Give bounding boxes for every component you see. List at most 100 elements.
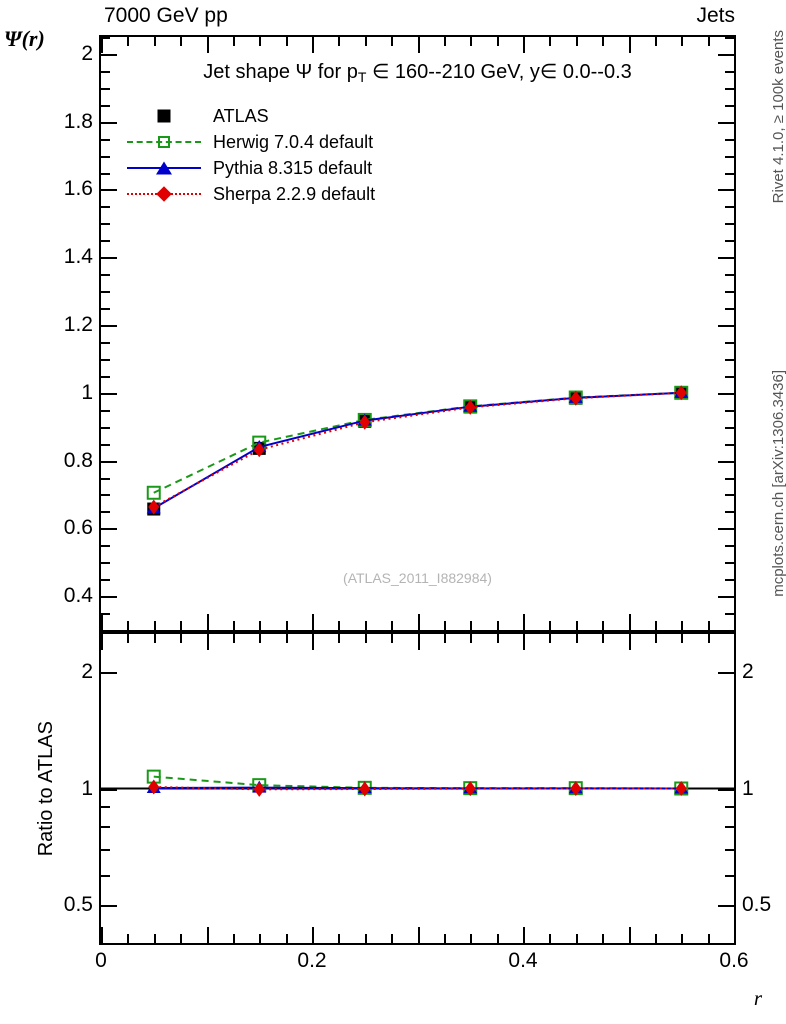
axis-tick	[101, 375, 110, 378]
axis-tick	[364, 37, 367, 46]
rivet-version-label: Rivet 4.1.0, ≥ 100k events	[770, 30, 786, 204]
axis-tick	[101, 291, 110, 294]
axis-tick	[443, 621, 446, 630]
axis-tick	[101, 788, 117, 791]
axis-tick	[364, 934, 367, 943]
axis-tick	[232, 37, 235, 46]
axis-tick	[681, 37, 684, 46]
axis-tick	[602, 634, 605, 643]
axis-tick	[180, 621, 183, 630]
axis-tick	[725, 443, 734, 446]
axis-tick	[549, 621, 552, 630]
axis-tick	[259, 934, 262, 943]
x-tick-label: 0.4	[508, 949, 538, 972]
y-tick-label: 1.2	[63, 313, 93, 337]
axis-tick	[101, 155, 110, 158]
axis-tick	[734, 614, 736, 630]
y-tick-label: 0.8	[63, 448, 93, 472]
ratio-y-tick-label-right: 1	[742, 776, 754, 800]
axis-tick	[725, 826, 734, 829]
axis-tick	[338, 621, 341, 630]
axis-tick	[391, 634, 394, 643]
axis-tick	[725, 358, 734, 361]
axis-tick	[602, 37, 605, 46]
axis-tick	[725, 291, 734, 294]
axis-tick	[725, 308, 734, 311]
axis-tick	[180, 934, 183, 943]
axis-tick	[364, 634, 367, 643]
axis-tick	[312, 614, 314, 630]
legend-item-sherpa[interactable]: Sherpa 2.2.9 default	[125, 181, 375, 207]
axis-tick	[127, 37, 130, 46]
axis-tick	[127, 934, 130, 943]
diamond-marker	[253, 442, 265, 458]
axis-tick	[725, 375, 734, 378]
diamond-marker	[464, 399, 476, 415]
axis-tick	[725, 409, 734, 412]
axis-tick	[364, 621, 367, 630]
axis-tick	[734, 37, 736, 53]
axis-tick	[101, 905, 117, 908]
axis-tick	[470, 37, 473, 46]
dashed-line-icon	[127, 141, 201, 143]
axis-tick	[718, 53, 734, 56]
axis-tick	[285, 621, 288, 630]
axis-tick	[206, 37, 209, 53]
axis-tick	[101, 358, 110, 361]
axis-tick	[312, 634, 314, 650]
axis-tick	[101, 596, 117, 599]
axis-tick	[101, 206, 110, 209]
axis-tick	[718, 460, 734, 463]
axis-tick	[654, 634, 657, 643]
diamond-marker	[570, 781, 582, 796]
axis-tick	[101, 927, 103, 943]
legend-item-atlas[interactable]: ATLAS	[125, 103, 375, 129]
axis-tick	[101, 325, 117, 328]
axis-tick	[153, 634, 156, 643]
axis-tick	[718, 671, 734, 674]
diamond-marker	[359, 414, 371, 430]
axis-tick	[496, 934, 499, 943]
ratio-y-tick-label: 2	[81, 659, 93, 683]
legend-label-herwig: Herwig 7.0.4 default	[213, 131, 374, 152]
header-beam-label: 7000 GeV pp	[104, 4, 228, 27]
axis-tick	[725, 562, 734, 565]
y-tick-label: 0.6	[63, 516, 93, 540]
axis-tick	[681, 934, 684, 943]
axis-tick	[338, 37, 341, 46]
legend-item-herwig[interactable]: Herwig 7.0.4 default	[125, 129, 375, 155]
axis-tick	[101, 104, 110, 107]
axis-tick	[575, 934, 578, 943]
axis-tick	[681, 634, 684, 643]
axis-tick	[725, 87, 734, 90]
axis-tick	[725, 848, 734, 851]
axis-tick	[628, 614, 631, 630]
axis-tick	[443, 37, 446, 46]
axis-tick	[470, 934, 473, 943]
axis-tick	[725, 341, 734, 344]
triangle-icon	[156, 161, 172, 175]
legend-key-sherpa	[125, 181, 203, 207]
axis-tick	[725, 155, 734, 158]
axis-tick	[523, 37, 525, 53]
legend-item-pythia[interactable]: Pythia 8.315 default	[125, 155, 375, 181]
axis-tick	[206, 614, 209, 630]
axis-tick	[101, 138, 110, 141]
axis-tick	[101, 848, 110, 851]
y-tick-label: 0.4	[63, 584, 93, 608]
axis-tick	[628, 634, 631, 650]
axis-tick	[101, 121, 117, 124]
x-tick-label: 0.6	[719, 949, 749, 972]
axis-tick	[285, 934, 288, 943]
axis-tick	[101, 943, 110, 945]
axis-tick	[707, 634, 710, 643]
axis-tick	[725, 104, 734, 107]
axis-tick	[153, 37, 156, 46]
axis-tick	[496, 621, 499, 630]
filled-square-icon	[157, 109, 171, 123]
axis-tick	[101, 874, 110, 877]
legend-label-atlas: ATLAS	[213, 105, 269, 126]
diamond-marker	[675, 385, 687, 401]
axis-tick	[101, 614, 103, 630]
